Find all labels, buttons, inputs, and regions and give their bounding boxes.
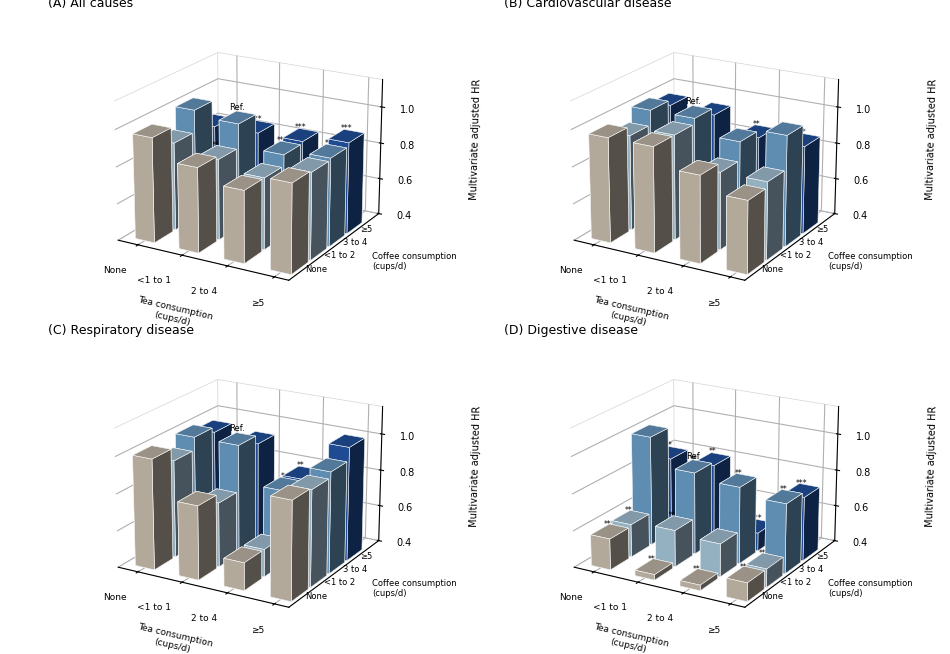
Text: (B) Cardiovascular disease: (B) Cardiovascular disease	[504, 0, 671, 10]
X-axis label: Tea consumption
(cups/d): Tea consumption (cups/d)	[591, 296, 670, 332]
X-axis label: Tea consumption
(cups/d): Tea consumption (cups/d)	[591, 623, 670, 654]
Text: (D) Digestive disease: (D) Digestive disease	[504, 324, 637, 337]
X-axis label: Tea consumption
(cups/d): Tea consumption (cups/d)	[135, 296, 214, 332]
X-axis label: Tea consumption
(cups/d): Tea consumption (cups/d)	[135, 623, 214, 654]
Text: (A) All causes: (A) All causes	[48, 0, 133, 10]
Text: (C) Respiratory disease: (C) Respiratory disease	[48, 324, 194, 337]
